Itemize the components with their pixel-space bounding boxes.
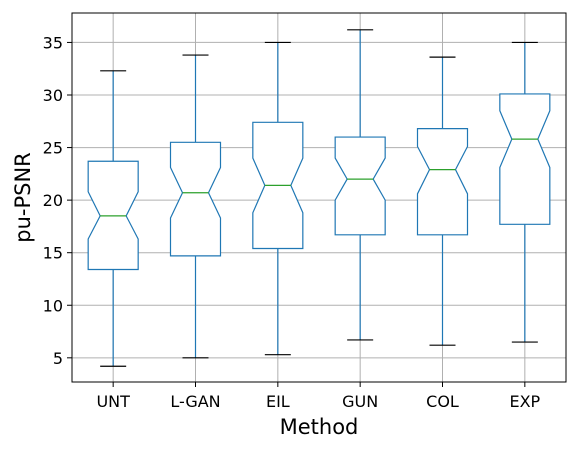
box-exp bbox=[499, 93, 551, 225]
y-tick-label: 30 bbox=[43, 86, 63, 105]
x-axis-title: Method bbox=[280, 415, 359, 439]
boxes bbox=[87, 29, 551, 367]
x-tick-label: L-GAN bbox=[170, 392, 220, 411]
x-tick-label: EIL bbox=[266, 392, 290, 411]
y-tick-label: 20 bbox=[43, 191, 63, 210]
grid-lines bbox=[72, 13, 566, 382]
x-tick-label: UNT bbox=[96, 392, 130, 411]
x-tick-label: EXP bbox=[509, 392, 540, 411]
x-tick-label: COL bbox=[426, 392, 459, 411]
box-gun bbox=[334, 136, 386, 236]
y-tick-label: 5 bbox=[53, 349, 63, 368]
y-axis-title: pu-PSNR bbox=[11, 152, 35, 243]
y-tick-label: 15 bbox=[43, 244, 63, 263]
y-tick-label: 35 bbox=[43, 33, 63, 52]
box-l-gan bbox=[169, 141, 222, 257]
box-col bbox=[416, 128, 469, 236]
plot-frame bbox=[71, 12, 567, 383]
y-tick-label: 10 bbox=[43, 296, 63, 315]
ticks: 5 10 15 20 25 30 35 UNT L-GAN EIL GUN COL EXP bbox=[43, 33, 541, 411]
x-tick-label: GUN bbox=[342, 392, 378, 411]
y-tick-label: 25 bbox=[43, 139, 63, 158]
